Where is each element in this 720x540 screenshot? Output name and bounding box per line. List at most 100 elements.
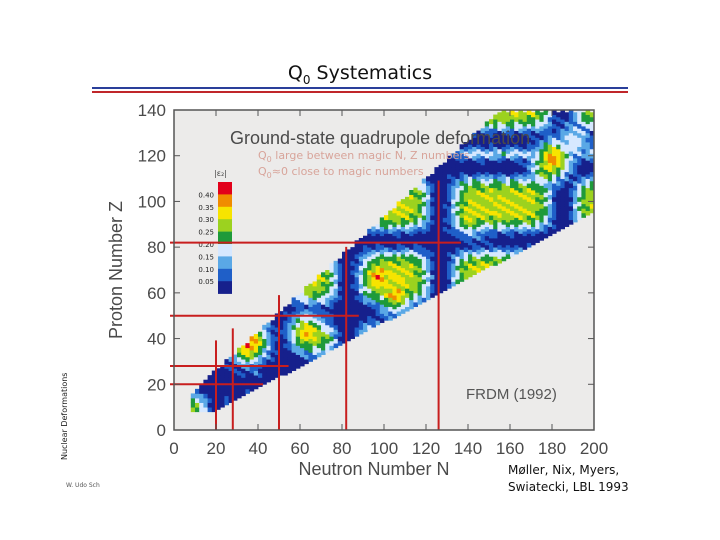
heatmap-cell bbox=[522, 135, 528, 141]
heatmap-cell bbox=[539, 116, 544, 122]
heatmap-cell bbox=[468, 254, 473, 259]
heatmap-cell bbox=[438, 201, 444, 207]
heatmap-cell bbox=[291, 352, 297, 358]
heatmap-cell bbox=[388, 215, 393, 221]
heatmap-cell bbox=[552, 215, 557, 221]
heatmap-cell bbox=[484, 222, 490, 227]
heatmap-cell bbox=[207, 393, 213, 399]
heatmap-cell bbox=[455, 169, 460, 175]
heatmap-cell bbox=[526, 123, 532, 129]
heatmap-cell bbox=[463, 151, 469, 157]
heatmap-cell bbox=[405, 224, 410, 230]
heatmap-cell bbox=[413, 283, 418, 289]
heatmap-cell bbox=[480, 260, 486, 266]
heatmap-cell bbox=[417, 281, 423, 287]
heatmap-cell bbox=[581, 190, 586, 195]
heatmap-cell bbox=[497, 212, 502, 218]
heatmap-cell bbox=[295, 350, 301, 355]
heatmap-cell bbox=[409, 258, 414, 264]
heatmap-cell bbox=[430, 283, 435, 289]
heatmap-cell bbox=[501, 187, 507, 193]
heatmap-cell bbox=[396, 256, 402, 262]
heatmap-cell bbox=[556, 203, 561, 209]
heatmap-cell bbox=[556, 126, 561, 131]
side-label: Nuclear Deformations bbox=[60, 372, 69, 460]
heatmap-cell bbox=[388, 210, 393, 216]
heatmap-cell bbox=[451, 254, 456, 259]
heatmap-cell bbox=[497, 171, 502, 177]
heatmap-cell bbox=[300, 292, 305, 298]
heatmap-cell bbox=[518, 174, 523, 179]
heatmap-cell bbox=[556, 190, 561, 195]
heatmap-cell bbox=[547, 185, 553, 191]
heatmap-cell bbox=[535, 219, 540, 225]
heatmap-cell bbox=[438, 270, 444, 275]
heatmap-cell bbox=[426, 199, 431, 205]
heatmap-cell bbox=[426, 222, 431, 227]
heatmap-cell bbox=[455, 155, 460, 161]
heatmap-cell bbox=[547, 199, 553, 205]
heatmap-cell bbox=[505, 176, 511, 182]
heatmap-cell bbox=[543, 196, 549, 202]
heatmap-cell bbox=[577, 201, 582, 207]
heatmap-cell bbox=[384, 311, 389, 317]
heatmap-cell bbox=[577, 178, 582, 184]
heatmap-cell bbox=[463, 187, 469, 193]
heatmap-cell bbox=[279, 320, 284, 326]
heatmap-cell bbox=[363, 327, 368, 333]
heatmap-cell bbox=[463, 183, 469, 189]
heatmap-cell bbox=[577, 142, 582, 147]
heatmap-cell bbox=[400, 249, 406, 255]
heatmap-cell bbox=[400, 308, 406, 314]
heatmap-cell bbox=[493, 142, 498, 147]
heatmap-cell bbox=[497, 249, 502, 255]
heatmap-cell bbox=[447, 251, 452, 257]
heatmap-cell bbox=[484, 176, 490, 182]
heatmap-cell bbox=[316, 334, 322, 339]
heatmap-cell bbox=[442, 281, 448, 287]
heatmap-cell bbox=[556, 180, 561, 186]
heatmap-cell bbox=[552, 151, 557, 157]
heatmap-cell bbox=[329, 336, 334, 342]
heatmap-cell bbox=[472, 251, 477, 257]
heatmap-cell bbox=[514, 185, 519, 191]
colorbar-tick-label: 0.10 bbox=[198, 266, 214, 274]
heatmap-cell bbox=[358, 260, 364, 266]
heatmap-cell bbox=[312, 331, 318, 337]
heatmap-cell bbox=[468, 185, 473, 191]
heatmap-cell bbox=[392, 263, 397, 269]
heatmap-cell bbox=[337, 331, 343, 337]
heatmap-cell bbox=[430, 233, 435, 239]
heatmap-cell bbox=[325, 279, 330, 285]
heatmap-cell bbox=[451, 199, 456, 205]
heatmap-cell bbox=[514, 203, 519, 209]
heatmap-cell bbox=[258, 331, 263, 337]
heatmap-cell bbox=[522, 222, 528, 227]
heatmap-cell bbox=[497, 240, 502, 246]
heatmap-cell bbox=[476, 235, 481, 241]
heatmap-cell bbox=[463, 228, 469, 234]
heatmap-cell bbox=[350, 311, 355, 317]
heatmap-cell bbox=[333, 329, 339, 335]
heatmap-cell bbox=[505, 148, 511, 154]
heatmap-cell bbox=[531, 180, 536, 186]
heatmap-cell bbox=[564, 135, 570, 141]
heatmap-cell bbox=[447, 238, 452, 243]
heatmap-cell bbox=[333, 292, 339, 298]
heatmap-cell bbox=[409, 231, 414, 237]
heatmap-cell bbox=[577, 119, 582, 125]
heatmap-cell bbox=[535, 169, 540, 175]
heatmap-cell bbox=[304, 304, 309, 310]
heatmap-cell bbox=[455, 270, 460, 275]
heatmap-cell bbox=[522, 180, 528, 186]
heatmap-cell bbox=[535, 183, 540, 189]
heatmap-cell bbox=[438, 233, 444, 239]
heatmap-cell bbox=[346, 272, 351, 278]
heatmap-cell bbox=[312, 340, 318, 346]
heatmap-cell bbox=[493, 210, 498, 216]
heatmap-cell bbox=[358, 302, 364, 307]
heatmap-cell bbox=[367, 288, 372, 294]
heatmap-cell bbox=[514, 199, 519, 205]
heatmap-cell bbox=[451, 235, 456, 241]
heatmap-cell bbox=[472, 164, 477, 170]
